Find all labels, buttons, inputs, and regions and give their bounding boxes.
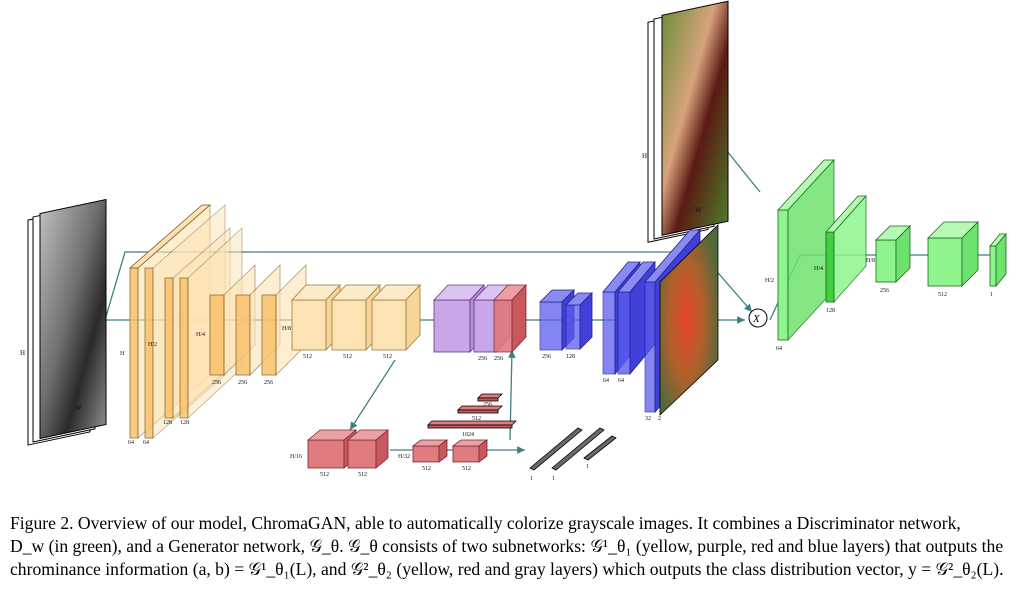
svg-text:64: 64 [776,346,782,352]
fusion-symbol: X [752,313,761,325]
svg-text:256: 256 [880,288,889,294]
discriminator-green [777,158,1007,342]
output-axis-h-label: H [642,152,647,160]
svg-text:128: 128 [163,420,172,426]
generator-red-branch [306,429,489,469]
dim-label-h8: H/8 [282,326,291,332]
gray-class-bars [529,427,617,471]
dim-label-h2: H/2 [148,342,157,348]
yellow-layer-1-front [129,267,139,439]
colorized-output-image: H W [642,0,729,243]
generator-yellow-encoder [128,204,307,439]
input-axis-w-label: W [75,404,82,412]
svg-text:1: 1 [530,476,533,482]
svg-text:H/2: H/2 [765,278,774,284]
svg-text:256: 256 [494,356,503,362]
caption-line-3: chrominance information (a, b) = 𝒢¹_θ₁(L… [10,559,1004,579]
svg-text:512: 512 [303,354,312,360]
dim-label-h16: H/16 [290,454,302,460]
svg-text:64: 64 [603,378,609,384]
generator-light-yellow-blocks [291,283,421,352]
branch-down-arrow [349,359,396,431]
yellow-layer-6-front [235,294,251,376]
svg-text:256: 256 [264,380,273,386]
svg-text:512: 512 [422,466,431,472]
fusion-node: X [748,308,768,328]
yellow-layer-7-front [261,294,277,376]
chrominance-output [659,224,719,416]
svg-text:256: 256 [212,380,221,386]
svg-text:32: 32 [645,416,651,422]
svg-text:256: 256 [238,380,247,386]
svg-text:1024: 1024 [462,432,474,438]
caption-line-2: D_w (in green), and a Generator network,… [10,536,1004,556]
output-axis-w-label: W [695,206,702,214]
svg-text:256: 256 [478,356,487,362]
svg-text:64: 64 [143,440,149,446]
svg-text:512: 512 [462,466,471,472]
caption-line-1: Figure 2. Overview of our model, ChromaG… [10,513,961,533]
svg-text:2: 2 [658,416,661,422]
yellow-layer-4-front [179,277,189,419]
dim-label-h: H [120,351,125,357]
svg-text:512: 512 [383,354,392,360]
svg-text:512: 512 [343,354,352,360]
chromagan-architecture-diagram: H W H W 64 64 128 128 256 256 256 H [20,0,1007,482]
svg-text:H/8: H/8 [866,258,875,264]
yellow-channel-labels: 64 64 128 128 256 256 256 H H/2 H/4 H/8 [120,326,291,446]
svg-text:512: 512 [938,292,947,298]
svg-text:64: 64 [128,440,134,446]
svg-text:1: 1 [990,292,993,298]
svg-text:512: 512 [320,472,329,478]
yellow-layer-5-front [209,294,225,376]
svg-text:64: 64 [618,378,624,384]
dim-label-h4: H/4 [196,332,205,338]
svg-text:128: 128 [566,354,575,360]
svg-text:128: 128 [180,420,189,426]
svg-text:H/4: H/4 [814,266,823,272]
svg-text:128: 128 [826,308,835,314]
dim-label-h32: H/32 [398,454,410,460]
yellow-layer-3-front [164,277,174,419]
svg-text:512: 512 [358,472,367,478]
fusion-red-block [493,283,527,354]
svg-text:256: 256 [542,354,551,360]
svg-text:1: 1 [586,464,589,470]
yellow-layer-2-front [144,267,154,439]
input-axis-h-label: H [20,349,25,357]
figure-caption: Figure 2. Overview of our model, ChromaG… [10,512,1030,581]
svg-text:1: 1 [552,476,555,482]
skip-connection-arrow [104,251,753,321]
input-grayscale-image: H W [20,198,107,446]
svg-text:512: 512 [472,416,481,422]
svg-text:256: 256 [483,402,492,408]
fc-layers [427,393,517,429]
